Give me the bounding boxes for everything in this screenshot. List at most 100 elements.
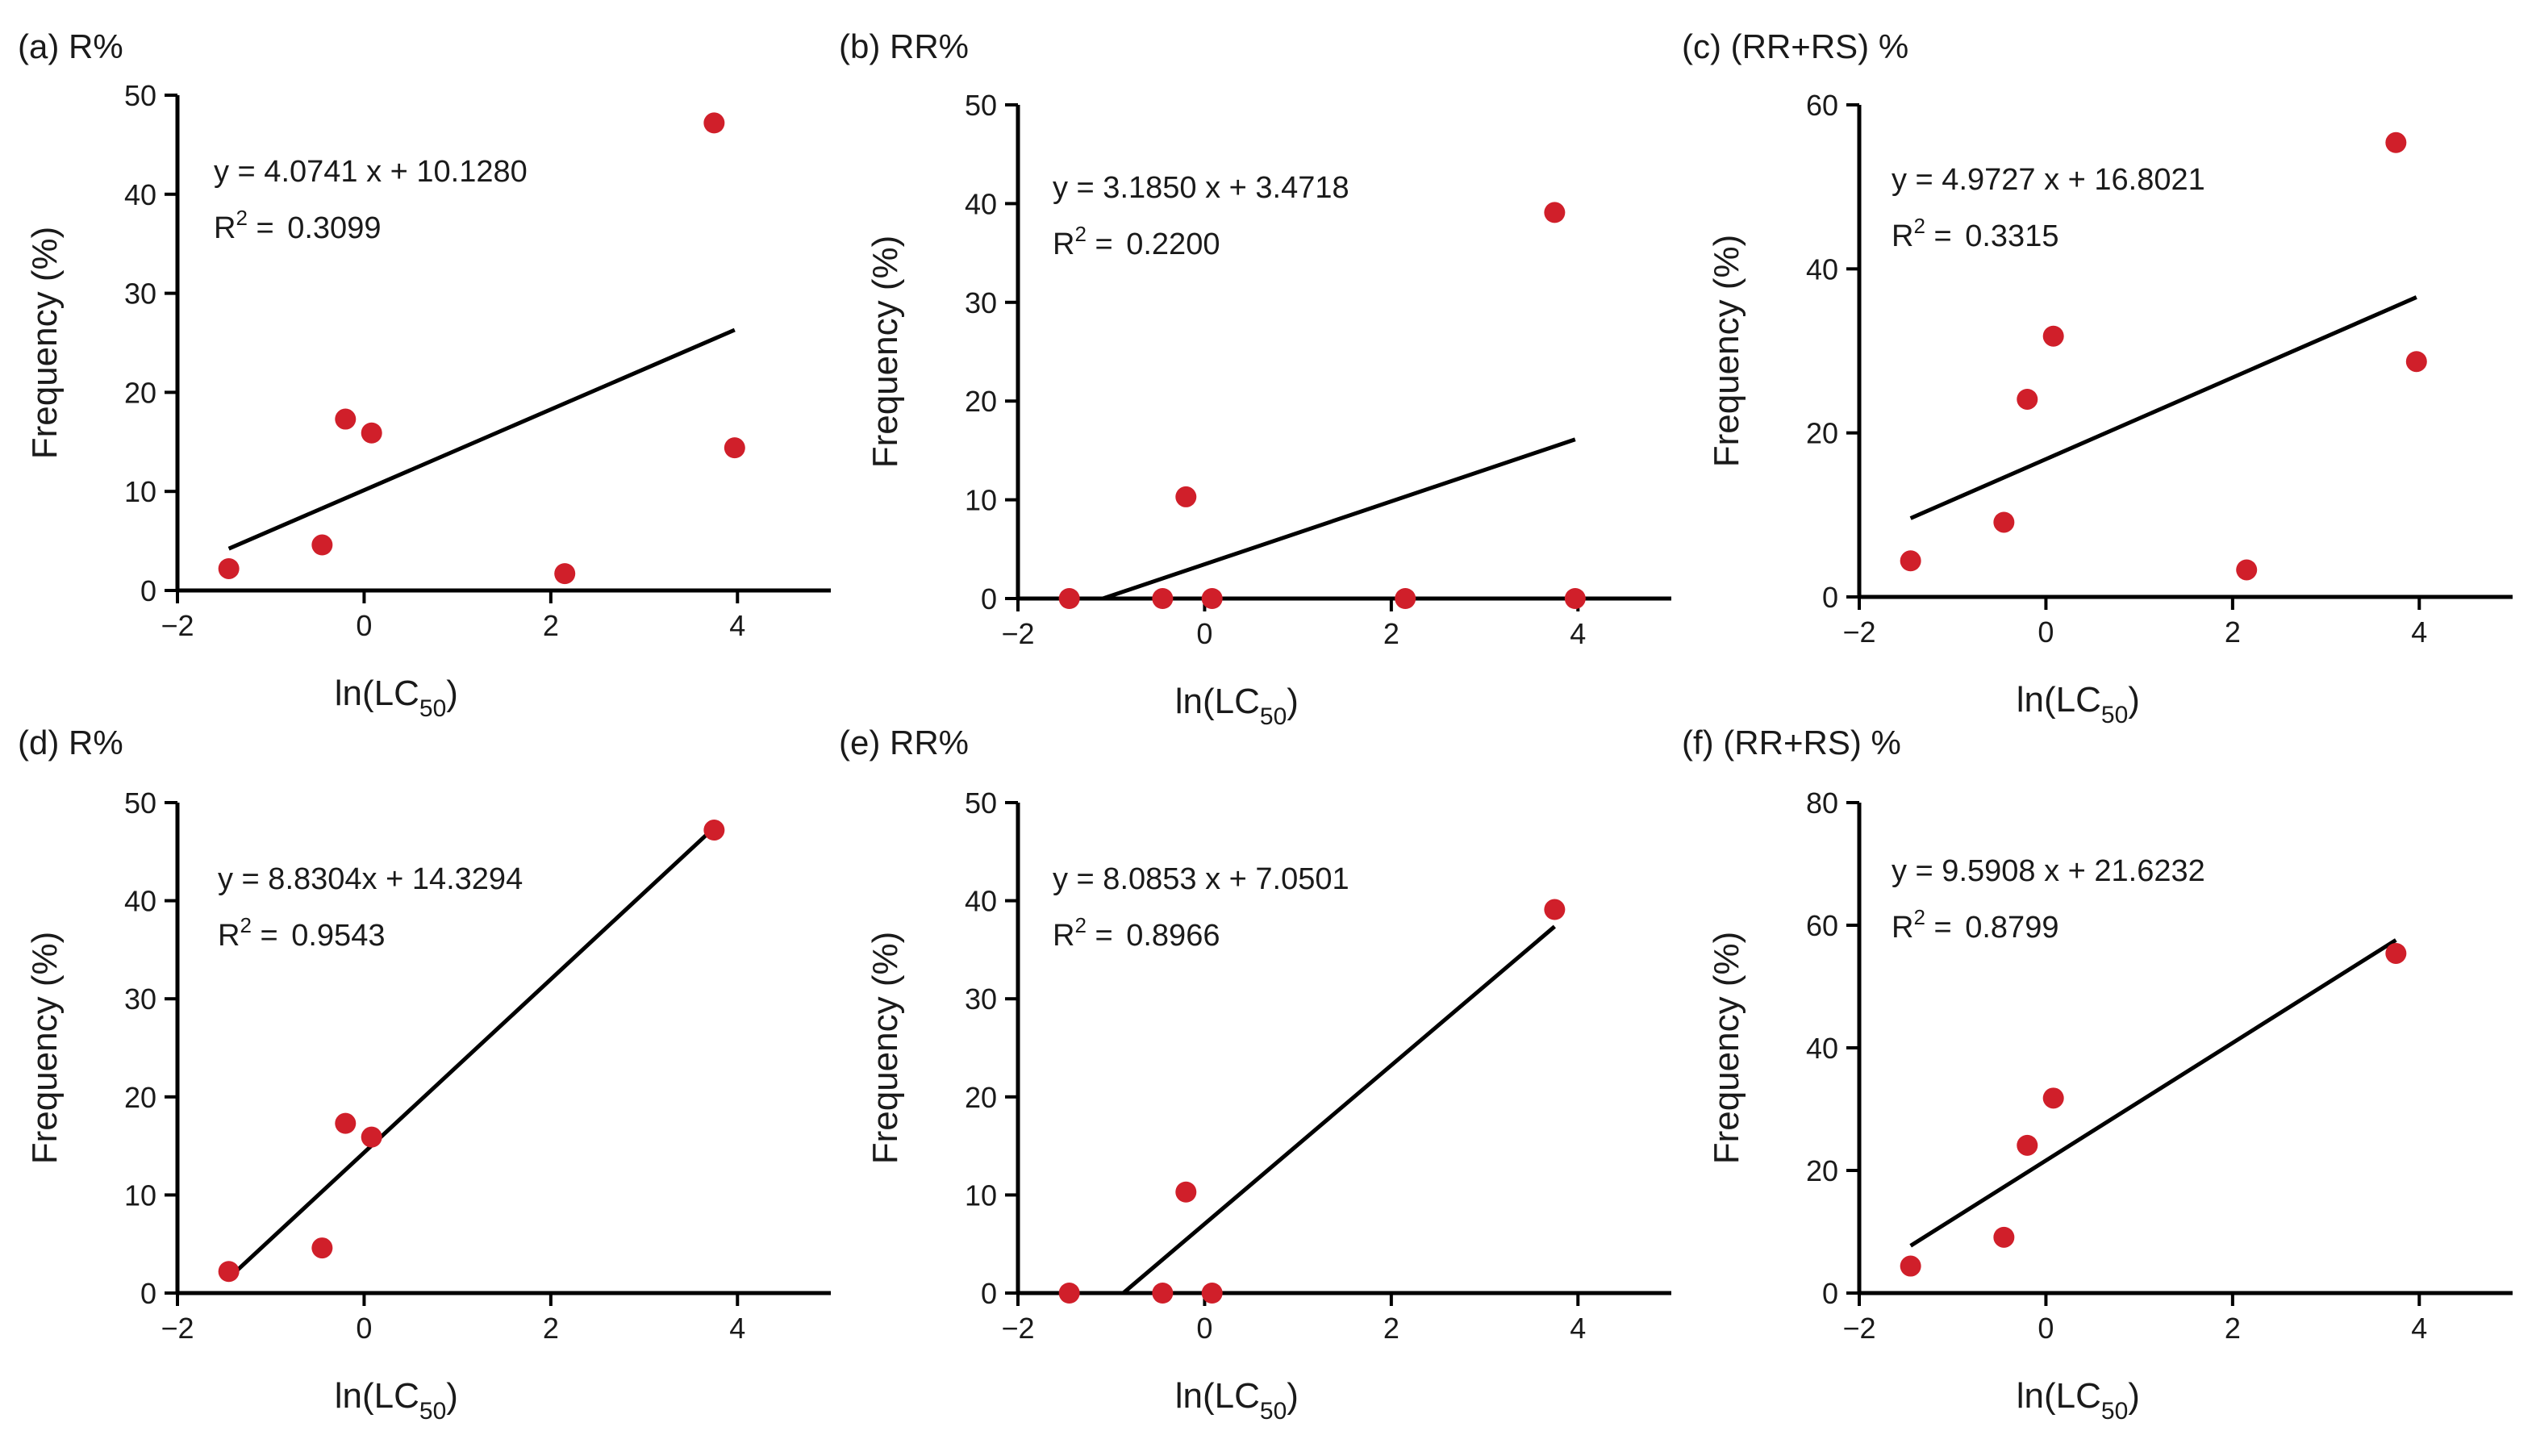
regression-equation: y = 3.1850 x + 3.4718: [1053, 171, 1349, 205]
data-point: [361, 1126, 382, 1148]
y-tick-label: 30: [965, 982, 997, 1016]
data-point: [311, 534, 333, 556]
x-tick-label: 0: [2038, 615, 2054, 649]
data-point: [1564, 588, 1586, 609]
x-axis-label: ln(LC50): [1175, 682, 1299, 730]
y-tick-label: 40: [965, 187, 997, 220]
data-point: [1152, 588, 1174, 609]
y-axis-label: Frequency (%): [25, 227, 65, 460]
x-axis-label: ln(LC50): [1175, 1376, 1299, 1425]
y-tick-label: 60: [1806, 909, 1838, 942]
y-tick-label: 40: [1806, 252, 1838, 286]
panel-title: (c) (RR+RS) %: [1682, 27, 1908, 65]
x-tick-label: 2: [543, 609, 559, 642]
y-tick-label: 60: [1806, 89, 1838, 122]
y-tick-label: 10: [965, 484, 997, 517]
panel-title: (d) R%: [18, 724, 123, 761]
regression-equation: y = 8.0853 x + 7.0501: [1053, 862, 1349, 896]
data-point: [335, 408, 357, 430]
data-point: [2017, 388, 2038, 410]
r-squared: R2 = 0.8799: [1892, 905, 2058, 945]
x-tick-label: −2: [161, 609, 194, 642]
regression-line: [1909, 295, 2417, 520]
y-axis-label: Frequency (%): [1707, 235, 1746, 468]
y-tick-label: 20: [965, 385, 997, 418]
x-tick-label: −2: [1001, 617, 1034, 650]
x-tick-label: 4: [1570, 1312, 1586, 1345]
data-point: [1993, 511, 2015, 533]
data-point: [2236, 559, 2258, 581]
x-tick-label: 2: [2225, 1312, 2241, 1345]
x-tick-label: 4: [1570, 617, 1586, 650]
data-point: [703, 820, 725, 841]
data-point: [1175, 486, 1197, 507]
y-tick-label: 40: [965, 885, 997, 918]
regression-equation: y = 9.5908 x + 21.6232: [1892, 854, 2205, 888]
x-axis-label: ln(LC50): [335, 674, 458, 722]
r-squared: R2 = 0.2200: [1053, 222, 1220, 261]
data-point: [1152, 1283, 1174, 1304]
y-tick-label: 30: [124, 982, 156, 1016]
data-point: [1395, 588, 1416, 609]
x-tick-label: 4: [729, 609, 745, 642]
r-squared: R2 = 0.8966: [1053, 913, 1220, 953]
panel-title: (b) RR%: [839, 27, 969, 65]
y-tick-label: 0: [140, 574, 156, 607]
regression-line: [1102, 437, 1576, 601]
data-point: [1201, 1283, 1223, 1304]
y-axis-label: Frequency (%): [25, 932, 65, 1165]
data-point: [335, 1112, 357, 1134]
data-point: [2042, 1087, 2064, 1109]
data-point: [1900, 1255, 1921, 1277]
y-tick-label: 10: [965, 1179, 997, 1212]
y-tick-label: 30: [965, 286, 997, 319]
data-point: [2405, 351, 2427, 373]
regression-equation: y = 8.8304x + 14.3294: [218, 862, 523, 896]
regression-line: [1122, 924, 1556, 1295]
x-axis-label: ln(LC50): [2017, 1376, 2140, 1425]
y-tick-label: 20: [1806, 417, 1838, 450]
y-tick-label: 20: [124, 376, 156, 409]
y-tick-label: 0: [1822, 1277, 1838, 1310]
x-tick-label: 2: [1383, 617, 1399, 650]
y-axis-label: Frequency (%): [865, 236, 905, 469]
y-tick-label: 0: [1822, 581, 1838, 614]
y-tick-label: 0: [140, 1277, 156, 1310]
regression-line: [227, 327, 736, 551]
data-point: [1900, 550, 1921, 572]
data-point: [1993, 1226, 2015, 1248]
x-tick-label: 0: [1196, 617, 1212, 650]
data-point: [2042, 325, 2064, 347]
y-tick-label: 50: [124, 79, 156, 112]
x-axis-label: ln(LC50): [2017, 680, 2140, 728]
panel-title: (e) RR%: [839, 724, 969, 761]
data-point: [1058, 1283, 1080, 1304]
regression-equation: y = 4.0741 x + 10.1280: [214, 155, 528, 189]
y-tick-label: 50: [965, 786, 997, 820]
x-tick-label: 0: [2038, 1312, 2054, 1345]
r-squared: R2 = 0.9543: [218, 913, 385, 953]
data-point: [361, 422, 382, 444]
x-tick-label: −2: [161, 1312, 194, 1345]
x-axis-label: ln(LC50): [335, 1376, 458, 1425]
y-tick-label: 0: [981, 1277, 997, 1310]
x-tick-label: −2: [1001, 1312, 1034, 1345]
y-tick-label: 50: [124, 786, 156, 820]
x-tick-label: 0: [356, 1312, 372, 1345]
y-axis-label: Frequency (%): [865, 932, 905, 1165]
data-point: [1175, 1181, 1197, 1203]
y-tick-label: 40: [124, 885, 156, 918]
y-tick-label: 80: [1806, 786, 1838, 820]
y-tick-label: 40: [1806, 1032, 1838, 1065]
x-tick-label: 2: [543, 1312, 559, 1345]
x-tick-label: 4: [2411, 615, 2427, 649]
x-tick-label: 4: [729, 1312, 745, 1345]
x-tick-label: −2: [1842, 615, 1875, 649]
regression-line: [1909, 938, 2397, 1248]
data-point: [2385, 131, 2407, 153]
x-tick-label: 0: [356, 609, 372, 642]
